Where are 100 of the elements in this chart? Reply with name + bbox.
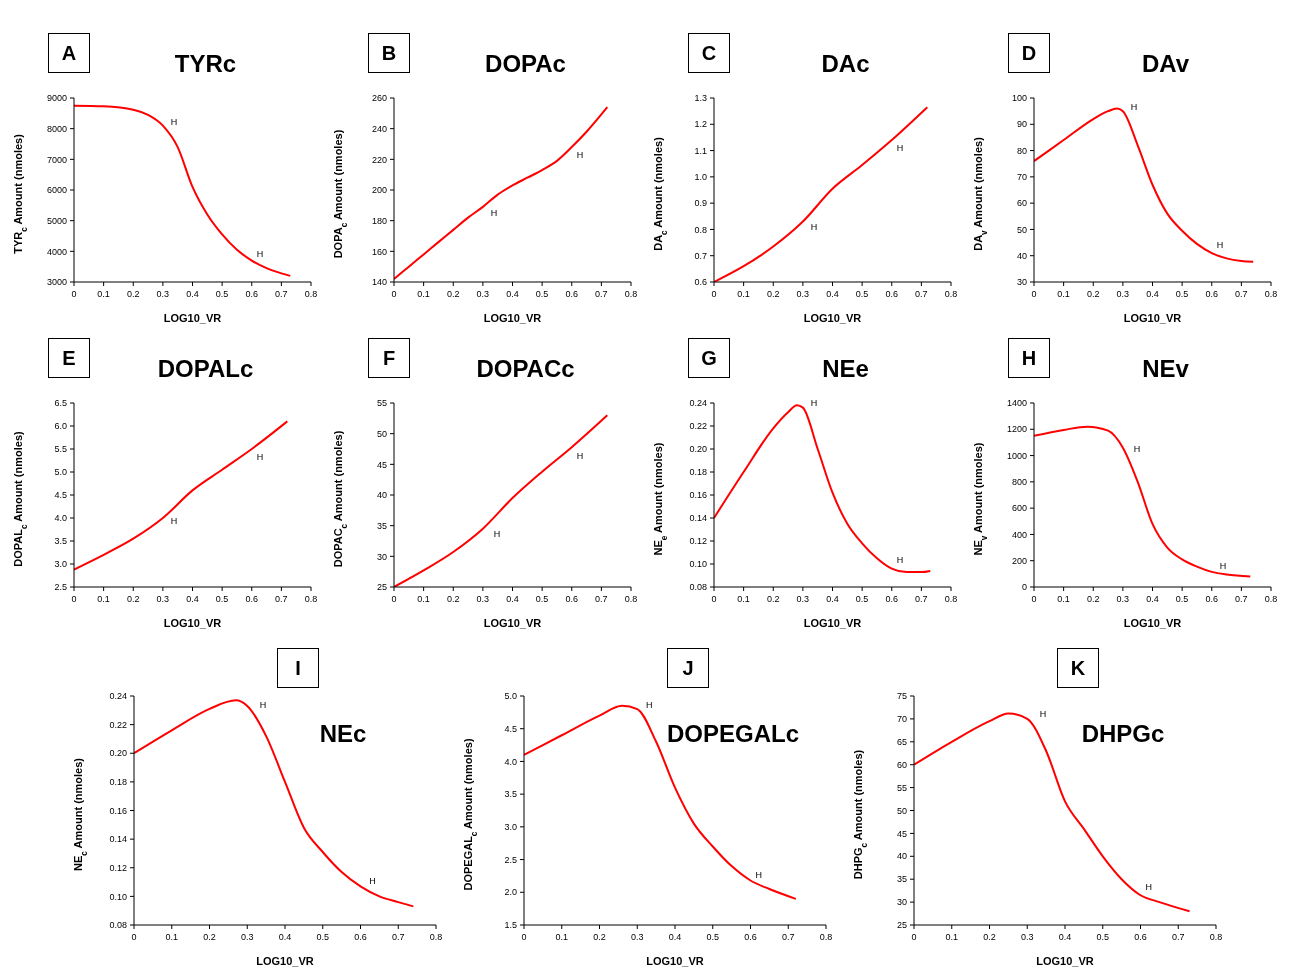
x-tick-label: 0.5 <box>1096 932 1110 943</box>
x-tick-label: 0.7 <box>915 594 928 605</box>
y-tick-label: 220 <box>371 154 387 165</box>
x-tick-label: 0.7 <box>391 932 405 943</box>
text: J <box>667 648 709 688</box>
text: F <box>368 338 410 378</box>
y-tick-label: 65 <box>896 736 907 747</box>
x-tick-label: 0.8 <box>1209 932 1223 943</box>
x-tick-label: 0.8 <box>944 289 958 300</box>
x-tick-label: 0.1 <box>417 594 430 605</box>
x-tick-label: 0.1 <box>97 289 110 300</box>
x-tick-label: 0.3 <box>476 289 490 300</box>
y-tick-label: 0.12 <box>689 536 707 547</box>
x-axis-title: LOG10_VR <box>646 955 704 967</box>
y-tick-label: 0.16 <box>689 490 707 501</box>
x-tick-label: 0.3 <box>796 289 810 300</box>
x-tick-label: 0.4 <box>186 594 199 605</box>
annotation: H <box>170 516 178 527</box>
y-tick-label: 200 <box>1011 555 1027 566</box>
y-tick-label: 70 <box>1016 172 1027 183</box>
annotation: H <box>810 397 818 408</box>
x-tick-label: 0.7 <box>781 932 795 943</box>
y-tick-label: 1.3 <box>694 93 707 104</box>
line-series <box>134 699 415 908</box>
y-tick-label: 160 <box>371 246 387 257</box>
annotation: H <box>493 528 501 539</box>
y-tick-label: 400 <box>1011 529 1027 540</box>
y-tick-label: 30 <box>896 897 907 908</box>
y-tick-label: 0.24 <box>689 398 707 409</box>
x-tick-label: 0.2 <box>446 594 460 605</box>
x-tick-label: 0.3 <box>1116 289 1130 300</box>
y-tick-label: 4.5 <box>504 723 517 734</box>
annotation: H <box>256 248 264 259</box>
y-tick-label: 50 <box>1016 224 1027 235</box>
x-tick-label: 0.7 <box>595 594 608 605</box>
x-tick-label: 0.6 <box>1205 289 1219 300</box>
x-tick-label: 0.3 <box>1116 594 1130 605</box>
x-tick-label: 0.1 <box>97 594 110 605</box>
x-tick-label: 0.1 <box>417 289 430 300</box>
chart-title: DAc <box>821 50 870 77</box>
x-tick-label: 0 <box>71 594 77 605</box>
y-tick-label: 60 <box>896 759 907 770</box>
y-tick-label: 35 <box>376 520 387 531</box>
y-tick-label: 55 <box>376 398 387 409</box>
line-series <box>74 104 292 277</box>
y-tick-label: 260 <box>371 93 387 104</box>
line-series <box>394 106 609 280</box>
y-tick-label: 40 <box>1016 250 1027 261</box>
x-tick-label: 0.2 <box>126 289 140 300</box>
y-tick-label: 1.2 <box>694 119 707 130</box>
text: DHPGc <box>1080 720 1166 748</box>
y-tick-label: 0.14 <box>689 513 707 524</box>
y-tick-label: 0.9 <box>694 198 707 209</box>
y-tick-label: 140 <box>371 277 387 288</box>
text: C <box>688 33 730 73</box>
y-tick-label: 50 <box>896 805 907 816</box>
y-tick-label: 2.5 <box>504 854 517 865</box>
x-tick-label: 0.6 <box>354 932 367 943</box>
y-tick-label: 0.6 <box>694 277 707 288</box>
y-tick-label: 80 <box>1016 145 1027 156</box>
x-axis-title: LOG10_VR <box>1123 617 1182 629</box>
x-tick-label: 0 <box>131 932 137 943</box>
x-axis-title: LOG10_VR <box>1036 955 1094 967</box>
x-tick-label: 0 <box>71 289 77 300</box>
x-tick-label: 0.7 <box>275 289 288 300</box>
x-axis-title: LOG10_VR <box>256 955 314 967</box>
y-tick-label: 5000 <box>46 215 67 226</box>
annotation: H <box>259 699 267 710</box>
x-tick-label: 0.1 <box>945 932 959 943</box>
annotation: H <box>576 150 584 161</box>
x-tick-label: 0.2 <box>766 289 780 300</box>
y-tick-label: 0.08 <box>109 920 127 931</box>
x-tick-label: 0.8 <box>624 289 638 300</box>
x-axis-title: LOG10_VR <box>163 312 222 324</box>
x-tick-label: 0.3 <box>240 932 254 943</box>
chart-title: NEv <box>1142 355 1189 382</box>
chart-title: DOPACc <box>476 355 575 382</box>
text: DOPEGALc <box>666 720 800 748</box>
y-tick-label: 1200 <box>1006 424 1027 435</box>
x-tick-label: 0.1 <box>165 932 179 943</box>
x-axis-title: LOG10_VR <box>1123 312 1182 324</box>
y-tick-label: 0.18 <box>689 467 707 478</box>
y-tick-label: 1400 <box>1006 398 1027 409</box>
x-tick-label: 0.5 <box>535 594 549 605</box>
y-tick-label: 1000 <box>1006 450 1027 461</box>
x-tick-label: 0.1 <box>737 594 750 605</box>
y-tick-label: 3000 <box>46 277 67 288</box>
y-tick-label: 40 <box>896 851 907 862</box>
y-tick-label: 25 <box>376 582 387 593</box>
y-tick-label: 0.22 <box>109 719 127 730</box>
annotation: H <box>490 208 498 219</box>
y-tick-label: 100 <box>1011 93 1027 104</box>
x-tick-label: 0.6 <box>744 932 757 943</box>
x-tick-label: 0.5 <box>855 289 869 300</box>
x-tick-label: 0.5 <box>855 594 869 605</box>
x-tick-label: 0 <box>711 289 717 300</box>
y-tick-label: 2.0 <box>504 887 517 898</box>
y-tick-label: 3.0 <box>504 822 517 833</box>
y-tick-label: 1.1 <box>694 145 707 156</box>
x-tick-label: 0.4 <box>1058 932 1072 943</box>
